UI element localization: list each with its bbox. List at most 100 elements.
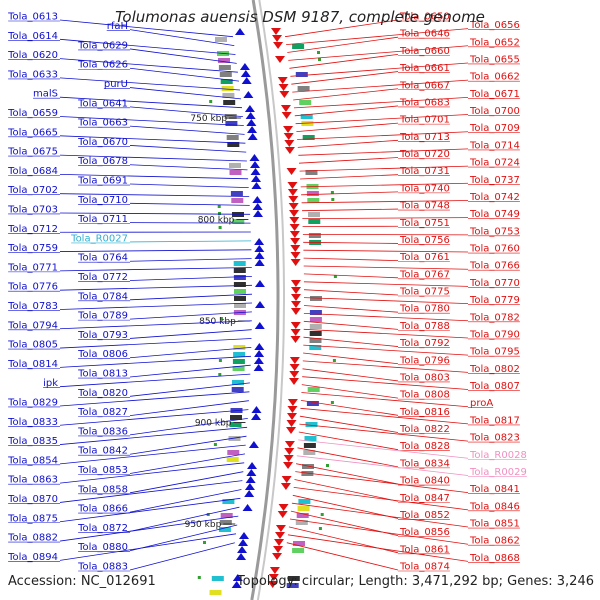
leader-line-tola-0767 bbox=[303, 273, 399, 279]
leader-line-tola-0655 bbox=[290, 62, 469, 77]
leader-line-tola-0731 bbox=[300, 174, 399, 180]
leader-line-tola-0822 bbox=[299, 415, 399, 433]
gene-label-tola-0760: Tola_0760 bbox=[469, 244, 520, 255]
gene-label-mals: malS bbox=[33, 89, 58, 100]
gene-label-tola-0663: Tola_0663 bbox=[77, 118, 128, 129]
leader-line-mals bbox=[59, 96, 243, 109]
gene-label-tola-0853: Tola_0853 bbox=[77, 465, 128, 476]
leader-line-tola-0823 bbox=[299, 423, 469, 442]
gene-label-tola-0660: Tola_0660 bbox=[399, 46, 450, 57]
leader-line-tola-0737 bbox=[300, 182, 469, 188]
gene-label-tola-0789: Tola_0789 bbox=[77, 311, 128, 322]
gene-label-tola-0835: Tola_0835 bbox=[7, 436, 58, 447]
leader-line-tola-0790 bbox=[303, 328, 469, 339]
leader-line-tola-0875 bbox=[59, 497, 241, 523]
leader-line-tola-0820 bbox=[129, 382, 250, 397]
gene-label-tola-0661: Tola_0661 bbox=[399, 63, 450, 74]
leader-line-tola-0805 bbox=[59, 338, 252, 349]
gene-label-tola-0767: Tola_0767 bbox=[399, 269, 450, 280]
gene-label-tola-0691: Tola_0691 bbox=[77, 176, 128, 187]
leader-line-tola-0667 bbox=[293, 88, 399, 101]
gene-label-tola-0614: Tola_0614 bbox=[7, 31, 58, 42]
leader-line-tola-0660 bbox=[289, 53, 399, 69]
leader-line-tola-0650 bbox=[284, 19, 399, 38]
accession-text: Accession: NC_012691 bbox=[8, 574, 156, 589]
gene-label-tola-0731: Tola_0731 bbox=[399, 166, 450, 177]
gene-label-tola-0796: Tola_0796 bbox=[399, 355, 450, 366]
leader-line-tola-0776 bbox=[59, 284, 253, 291]
gene-label-tola-0784: Tola_0784 bbox=[77, 291, 128, 302]
gene-label-tola-0652: Tola_0652 bbox=[469, 37, 520, 48]
gene-label-tola-0678: Tola_0678 bbox=[77, 156, 128, 167]
leader-line-tola-0792 bbox=[303, 336, 399, 347]
gene-label-tola-0659: Tola_0659 bbox=[7, 108, 58, 119]
gene-label-tola-0851: Tola_0851 bbox=[469, 519, 520, 530]
leader-line-tola-0620 bbox=[59, 58, 238, 73]
leader-line-tola-0894 bbox=[59, 533, 237, 561]
gene-label-tola-0807: Tola_0807 bbox=[469, 381, 520, 392]
leader-line-tola-0806 bbox=[129, 347, 252, 359]
gene-label-tola-0655: Tola_0655 bbox=[469, 54, 520, 65]
leader-line-tola-0814 bbox=[59, 355, 252, 368]
gene-label-tola-0833: Tola_0833 bbox=[7, 417, 58, 428]
topology-summary: Topology: circular; Length: 3,471,292 bp… bbox=[236, 574, 594, 589]
scale-label-750-kbp: 750 kbp bbox=[190, 114, 227, 124]
leader-line-tola-0862 bbox=[289, 518, 469, 545]
leader-line-tola-0701 bbox=[296, 122, 399, 132]
gene-label-tola-0779: Tola_0779 bbox=[469, 295, 520, 306]
gene-label-tola-0748: Tola_0748 bbox=[399, 201, 450, 212]
scale-label-800-kbp: 800 kbp bbox=[198, 216, 235, 226]
leader-line-tola-0794 bbox=[59, 320, 252, 330]
leader-line-tola-0882 bbox=[59, 515, 239, 542]
leader-line-tola-0847 bbox=[294, 479, 399, 502]
gene-label-tola-0856: Tola_0856 bbox=[399, 527, 450, 538]
gene-label-tola-0870: Tola_0870 bbox=[7, 494, 58, 505]
leader-line-tola-0788 bbox=[303, 320, 399, 330]
leader-line-tola-0766 bbox=[303, 265, 469, 270]
leader-line-tola-0817 bbox=[300, 407, 469, 425]
leader-line-tola-0779 bbox=[303, 297, 469, 304]
gene-label-tola-0776: Tola_0776 bbox=[7, 282, 58, 293]
leader-line-tola-0662 bbox=[292, 79, 469, 93]
gene-label-tola-0620: Tola_0620 bbox=[7, 50, 58, 61]
gene-label-tola-0629: Tola_0629 bbox=[77, 40, 128, 51]
leader-line-tola-0614 bbox=[59, 38, 236, 55]
gene-label-tola-0759: Tola_0759 bbox=[7, 243, 58, 254]
gene-label-tola-0667: Tola_0667 bbox=[399, 80, 450, 91]
gene-label-proa: proA bbox=[470, 398, 493, 409]
gene-label-tola-0788: Tola_0788 bbox=[399, 321, 450, 332]
leader-line-tola-0678 bbox=[129, 164, 248, 171]
leader-line-tola-0836 bbox=[129, 418, 248, 436]
leader-line-tola-0742 bbox=[301, 200, 469, 204]
gene-label-tola-0827: Tola_0827 bbox=[77, 407, 128, 418]
gene-label-tola-0841: Tola_0841 bbox=[469, 484, 520, 495]
leader-line-tola-0675 bbox=[59, 154, 247, 162]
leader-line-tola-0868 bbox=[287, 534, 469, 562]
gene-label-tola-0894: Tola_0894 bbox=[7, 552, 58, 563]
leader-line-tola-r0027 bbox=[129, 240, 252, 243]
gene-label-tola-0842: Tola_0842 bbox=[77, 446, 128, 457]
leader-line-tola-0760 bbox=[303, 249, 469, 253]
leader-line-tola-0671 bbox=[293, 96, 469, 109]
gene-label-tola-0737: Tola_0737 bbox=[469, 175, 520, 186]
gene-label-tola-0665: Tola_0665 bbox=[7, 127, 58, 138]
gene-label-tola-0883: Tola_0883 bbox=[77, 562, 128, 573]
leader-line-tola-0691 bbox=[129, 183, 249, 188]
leader-line-tola-0808 bbox=[301, 384, 399, 399]
gene-label-tola-0858: Tola_0858 bbox=[77, 484, 128, 495]
gene-label-tola-0700: Tola_0700 bbox=[469, 106, 520, 117]
leader-line-tola-0641 bbox=[129, 106, 243, 117]
leader-line-tola-0633 bbox=[59, 77, 241, 91]
leader-line-tola-0841 bbox=[295, 471, 469, 494]
gene-label-tola-0794: Tola_0794 bbox=[7, 320, 58, 331]
leader-line-tola-0775 bbox=[303, 289, 399, 296]
leader-line-tola-0772 bbox=[129, 276, 252, 281]
leader-line-tola-0874 bbox=[286, 542, 399, 571]
leader-line-tola-0829 bbox=[59, 391, 250, 407]
leader-line-tola-0764 bbox=[129, 258, 252, 262]
leader-line-tola-r0028 bbox=[298, 439, 469, 459]
scale-label-950-kbp: 950 kbp bbox=[185, 520, 222, 530]
leader-line-tola-0659 bbox=[59, 116, 244, 126]
leader-line-tola-0749 bbox=[302, 217, 469, 219]
